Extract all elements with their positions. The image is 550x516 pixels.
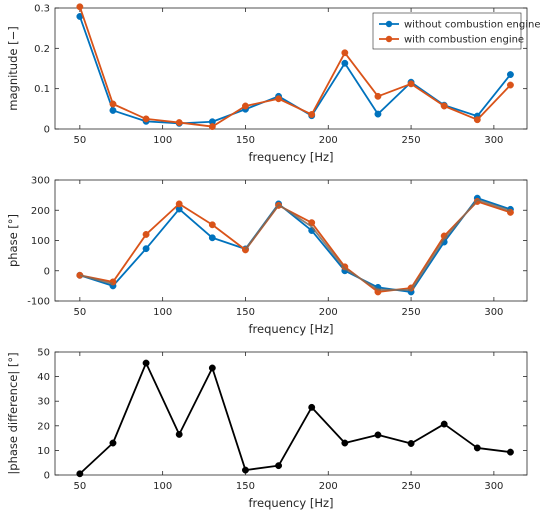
data-point (110, 107, 116, 113)
x-tick-label: 150 (236, 135, 255, 146)
x-tick-label: 250 (402, 135, 421, 146)
x-tick-label: 100 (153, 307, 172, 318)
data-point (110, 101, 116, 107)
y-tick-label: 40 (37, 372, 50, 383)
data-point (375, 93, 381, 99)
y-axis-label: |phase difference| [°] (6, 352, 20, 474)
data-point (342, 60, 348, 66)
data-point (408, 81, 414, 87)
data-point (143, 231, 149, 237)
y-axis-label: magnitude [−] (6, 26, 20, 110)
data-point (507, 71, 513, 77)
x-tick-label: 50 (73, 481, 86, 492)
y-tick-label: 0 (44, 266, 50, 277)
data-point (176, 119, 182, 125)
data-point (209, 123, 215, 129)
data-point (375, 111, 381, 117)
x-tick-label: 100 (153, 481, 172, 492)
legend-swatch-marker (386, 36, 392, 42)
axes-box (55, 180, 527, 301)
legend-label: without combustion engine (404, 20, 540, 31)
legend-label: with combustion engine (404, 35, 524, 46)
legend: without combustion engine with combustion… (373, 13, 540, 49)
y-tick-label: 0.2 (34, 44, 50, 55)
data-point (507, 82, 513, 88)
y-tick-label: 100 (31, 236, 50, 247)
y-tick-label: 20 (37, 421, 50, 432)
x-axis-label: frequency [Hz] (249, 322, 334, 336)
data-point (143, 360, 149, 366)
panel-phase-difference: 50 100 150 200 250 300 0 10 20 30 40 50 frequency [H… (6, 348, 527, 511)
x-tick-label: 300 (484, 481, 503, 492)
x-tick-label: 200 (319, 481, 338, 492)
data-point (209, 365, 215, 371)
y-tick-label: 200 (31, 206, 50, 217)
data-point (110, 440, 116, 446)
y-tick-label: 300 (31, 176, 50, 187)
y-tick-label: 0.3 (34, 4, 50, 15)
x-tick-label: 50 (73, 307, 86, 318)
y-tick-label: 0 (44, 471, 50, 482)
data-point (176, 431, 182, 437)
data-point (242, 103, 248, 109)
y-tick-label: 0 (44, 125, 50, 136)
data-point (209, 235, 215, 241)
data-point (77, 4, 83, 10)
data-point (309, 111, 315, 117)
y-tick-label: 30 (37, 397, 50, 408)
x-tick-label: 100 (153, 135, 172, 146)
data-point (309, 404, 315, 410)
x-tick-label: 200 (319, 135, 338, 146)
x-tick-label: 200 (319, 307, 338, 318)
x-tick-label: 300 (484, 135, 503, 146)
data-point (209, 222, 215, 228)
x-tick-label: 300 (484, 307, 503, 318)
data-point (176, 201, 182, 207)
y-tick-label: -100 (27, 297, 50, 308)
data-point (143, 116, 149, 122)
data-point (275, 462, 281, 468)
data-point (275, 96, 281, 102)
y-tick-label: 0.1 (34, 84, 50, 95)
data-point (143, 245, 149, 251)
panel-phase: 50 100 150 200 250 300 -100 0 100 200 300 frequency… (6, 176, 527, 337)
data-point (77, 471, 83, 477)
y-tick-label: 50 (37, 348, 50, 359)
data-point (375, 432, 381, 438)
data-point (342, 50, 348, 56)
data-point (474, 117, 480, 123)
data-point (474, 445, 480, 451)
data-point (408, 440, 414, 446)
y-axis-label: phase [°] (6, 214, 20, 267)
x-tick-label: 150 (236, 307, 255, 318)
data-point (441, 421, 447, 427)
x-tick-label: 250 (402, 307, 421, 318)
x-axis-label: frequency [Hz] (249, 496, 334, 510)
data-point (342, 440, 348, 446)
y-tick-label: 10 (37, 446, 50, 457)
panel-magnitude: 50 100 150 200 250 300 0 0.1 0.2 0.3 frequency [Hz… (6, 4, 540, 165)
x-axis-label: frequency [Hz] (249, 150, 334, 164)
legend-swatch-marker (386, 21, 392, 27)
data-point (507, 449, 513, 455)
x-tick-label: 150 (236, 481, 255, 492)
x-tick-label: 50 (73, 135, 86, 146)
data-point (242, 467, 248, 473)
x-tick-label: 250 (402, 481, 421, 492)
data-point (441, 103, 447, 109)
